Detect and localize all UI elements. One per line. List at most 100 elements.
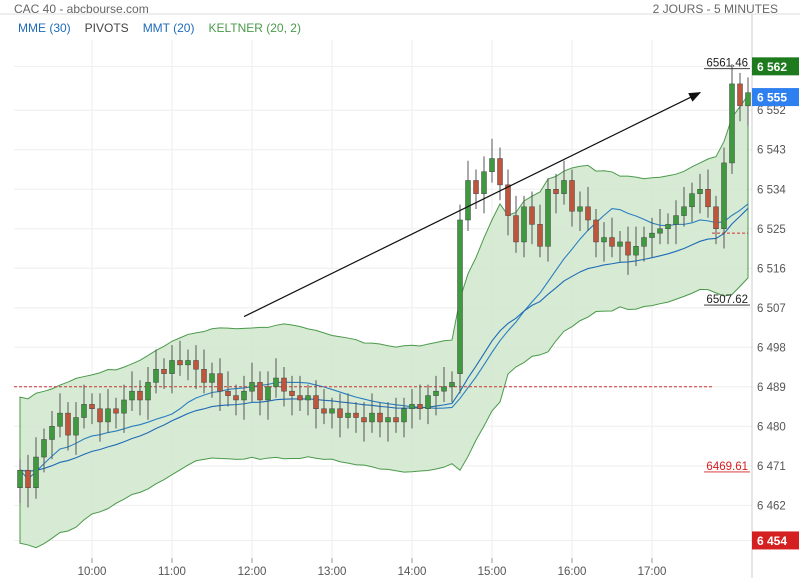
annotation-label: 6507.62 — [706, 294, 748, 306]
candle-body — [289, 390, 295, 396]
y-tick-label: 6 489 — [757, 382, 786, 394]
candle-body — [193, 360, 199, 370]
candle-body — [57, 412, 63, 427]
candle-body — [673, 215, 679, 225]
candle-body — [73, 417, 79, 436]
candle-body — [241, 390, 247, 401]
y-tick-label: 6 462 — [757, 500, 786, 512]
candle-body — [601, 237, 607, 243]
candle-body — [233, 395, 239, 401]
price-badge — [752, 531, 799, 550]
candle-body — [737, 83, 743, 107]
candle-body — [177, 360, 183, 366]
candle-body — [617, 241, 623, 247]
candle-body — [297, 395, 303, 401]
candle-body — [641, 237, 647, 247]
candle-body — [561, 180, 567, 194]
candle-body — [345, 412, 351, 418]
candle-body — [697, 189, 703, 194]
candle-body — [649, 232, 655, 238]
candle-body — [169, 360, 175, 374]
candle-body — [441, 386, 447, 392]
candle-body — [153, 368, 159, 383]
candle-body — [609, 237, 615, 247]
candle-body — [393, 417, 399, 423]
candle-body — [33, 456, 39, 489]
candle-body — [249, 382, 255, 392]
candle-body — [225, 390, 231, 396]
candle-body — [513, 215, 519, 243]
annotation-label: 6469.61 — [706, 461, 748, 473]
candle-body — [209, 373, 215, 383]
legend-mmt[interactable]: MMT (20) — [142, 21, 195, 35]
candle-body — [681, 206, 687, 216]
keltner-band — [19, 93, 749, 549]
candle-body — [537, 224, 543, 247]
y-tick-label: 6 525 — [757, 224, 786, 236]
legend-keltner[interactable]: KELTNER (20, 2) — [208, 21, 301, 35]
x-tick-label: 15:00 — [478, 566, 507, 578]
indicator-legend: MME (30) PIVOTS MMT (20) KELTNER (20, 2) — [18, 21, 301, 35]
candle-body — [401, 408, 407, 423]
candle-body — [337, 408, 343, 418]
candle-body — [385, 417, 391, 423]
candle-body — [521, 206, 527, 243]
candle-body — [217, 373, 223, 392]
candle-body — [265, 386, 271, 401]
candle-body — [593, 219, 599, 243]
y-tick-label: 6 507 — [757, 303, 786, 315]
candle-body — [657, 228, 663, 234]
candle-body — [489, 158, 495, 172]
x-tick-label: 10:00 — [78, 566, 107, 578]
candle-body — [553, 189, 559, 194]
candle-body — [529, 206, 535, 225]
legend-mme[interactable]: MME (30) — [18, 21, 71, 35]
legend-pivots[interactable]: PIVOTS — [84, 21, 129, 35]
candle-body — [161, 368, 167, 374]
trend-arrow — [243, 92, 702, 318]
candle-body — [713, 206, 719, 230]
candle-body — [465, 180, 471, 221]
candle-body — [417, 404, 423, 409]
price-badge — [752, 57, 799, 76]
candle-body — [689, 193, 695, 208]
candle-body — [313, 395, 319, 409]
candle-body — [377, 412, 383, 423]
candle-body — [369, 412, 375, 423]
candle-body — [625, 241, 631, 256]
period-label[interactable]: 2 JOURS - 5 MINUTES — [652, 2, 778, 16]
price-badge-label: 6 555 — [757, 91, 787, 105]
x-tick-label: 11:00 — [158, 566, 186, 578]
candle-body — [201, 368, 207, 383]
candle-body — [545, 189, 551, 247]
candle-body — [137, 390, 143, 401]
candle-body — [705, 189, 711, 208]
candle-body — [41, 439, 47, 458]
candle-body — [305, 395, 311, 401]
candle-body — [433, 390, 439, 396]
x-tick-label: 16:00 — [558, 566, 587, 578]
candle-body — [257, 382, 263, 401]
candle-body — [353, 412, 359, 418]
candle-body — [81, 404, 87, 418]
candle-body — [457, 219, 463, 374]
candle-body — [25, 469, 31, 489]
candle-body — [729, 83, 735, 164]
candle-body — [497, 158, 503, 186]
annotation-label: 6561.46 — [706, 58, 748, 70]
y-tick-label: 6 534 — [757, 184, 786, 196]
y-tick-label: 6 516 — [757, 263, 786, 275]
candle-body — [665, 224, 671, 230]
y-tick-label: 6 498 — [757, 342, 786, 354]
x-tick-label: 14:00 — [398, 566, 427, 578]
candle-body — [97, 408, 103, 423]
price-badge-label: 6 562 — [757, 60, 787, 74]
mme-line — [19, 207, 749, 472]
candle-body — [49, 426, 55, 440]
y-tick-label: 6 552 — [757, 105, 786, 117]
candle-body — [633, 246, 639, 256]
candle-body — [425, 395, 431, 409]
candle-body — [65, 412, 71, 436]
candle-body — [481, 171, 487, 194]
